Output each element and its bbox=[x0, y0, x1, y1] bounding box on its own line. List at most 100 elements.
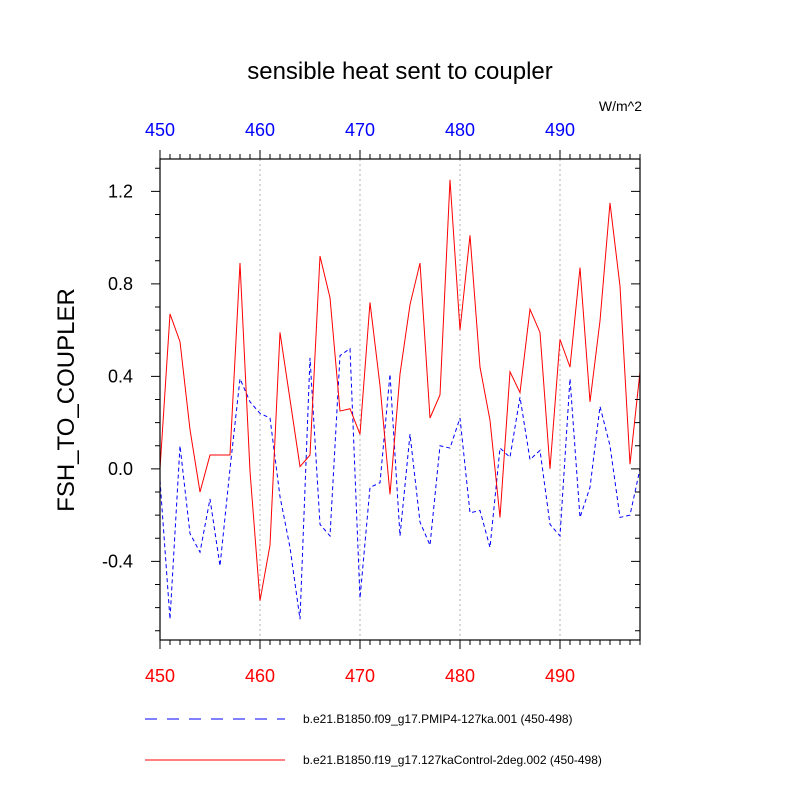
bottom-tick-label-480: 480 bbox=[445, 666, 475, 686]
series-2-point-484 bbox=[498, 516, 501, 519]
series-1-point-486 bbox=[518, 396, 521, 399]
series-2-point-462 bbox=[278, 331, 281, 334]
series-2-point-454 bbox=[198, 490, 201, 493]
series-2-point-459 bbox=[248, 470, 251, 473]
series-2-point-455 bbox=[208, 453, 211, 456]
series-1-point-452 bbox=[178, 444, 181, 447]
y-tick-label-4: -0.4 bbox=[102, 551, 133, 571]
series-2-point-453 bbox=[188, 428, 191, 431]
series-1-point-475 bbox=[408, 433, 411, 436]
series-2-point-478 bbox=[438, 393, 441, 396]
series-2-point-472 bbox=[378, 384, 381, 387]
series-1-point-473 bbox=[388, 372, 391, 375]
series-2-point-460 bbox=[258, 599, 261, 602]
series-1-point-490 bbox=[558, 534, 561, 537]
series-1-point-478 bbox=[438, 444, 441, 447]
series-1-point-462 bbox=[278, 495, 281, 498]
series-1-point-488 bbox=[538, 449, 541, 452]
series-1-point-477 bbox=[428, 544, 431, 547]
series-1-point-465 bbox=[308, 356, 311, 359]
series-1-point-481 bbox=[468, 511, 471, 514]
series-2-point-468 bbox=[338, 409, 341, 412]
series-1-point-492 bbox=[578, 516, 581, 519]
series-2-point-465 bbox=[308, 453, 311, 456]
series-2-point-475 bbox=[408, 303, 411, 306]
top-tick-label-450: 450 bbox=[145, 120, 175, 140]
series-2-point-488 bbox=[538, 331, 541, 334]
series-2-point-473 bbox=[388, 493, 391, 496]
series-2-point-461 bbox=[268, 544, 271, 547]
series-1-point-453 bbox=[188, 532, 191, 535]
series-1-point-482 bbox=[478, 509, 481, 512]
series-1-point-458 bbox=[238, 377, 241, 380]
series-2-point-469 bbox=[348, 407, 351, 410]
series-2-point-457 bbox=[228, 453, 231, 456]
series-2-point-497 bbox=[628, 463, 631, 466]
series-1-point-459 bbox=[248, 400, 251, 403]
series-1-point-497 bbox=[628, 514, 631, 517]
series-1-point-483 bbox=[488, 546, 491, 549]
series-2-point-481 bbox=[468, 234, 471, 237]
axes-ticks: 450 450 460 460 470 470 480 480 490 490 1.2 0.8 0.4 0… bbox=[102, 120, 641, 686]
bottom-tick-label-490: 490 bbox=[545, 666, 575, 686]
series-2-point-491 bbox=[568, 366, 571, 369]
series-2-point-477 bbox=[428, 416, 431, 419]
series-2-point-480 bbox=[458, 329, 461, 332]
series-1-point-455 bbox=[208, 497, 211, 500]
series-2-point-494 bbox=[598, 319, 601, 322]
top-tick-label-460: 460 bbox=[245, 120, 275, 140]
series-2-point-458 bbox=[238, 261, 241, 264]
series-2-point-486 bbox=[518, 391, 521, 394]
legend-label-1: b.e21.B1850.f09_g17.PMIP4-127ka.001 (450… bbox=[303, 712, 573, 726]
y-axis-label: FSH_TO_COUPLER bbox=[53, 288, 80, 512]
series-2-point-483 bbox=[488, 419, 491, 422]
series-2-point-474 bbox=[398, 372, 401, 375]
series-2-point-485 bbox=[508, 370, 511, 373]
series-1-point-467 bbox=[328, 534, 331, 537]
series-1-point-479 bbox=[448, 446, 451, 449]
series-1-point-489 bbox=[548, 523, 551, 526]
series-2-point-470 bbox=[358, 433, 361, 436]
series-layer bbox=[159, 178, 641, 621]
series-1-point-460 bbox=[258, 412, 261, 415]
series-1-point-495 bbox=[608, 444, 611, 447]
vertical-gridlines bbox=[259, 159, 561, 640]
y-tick-label-0: 1.2 bbox=[108, 181, 133, 201]
series-2-point-467 bbox=[328, 296, 331, 299]
series-1-point-470 bbox=[358, 597, 361, 600]
series-1-point-494 bbox=[598, 405, 601, 408]
series-1-point-471 bbox=[368, 486, 371, 489]
bottom-tick-label-470: 470 bbox=[345, 666, 375, 686]
series-1-point-474 bbox=[398, 534, 401, 537]
top-tick-label-490: 490 bbox=[545, 120, 575, 140]
series-1-point-487 bbox=[528, 458, 531, 461]
series-1-point-454 bbox=[198, 551, 201, 554]
legend: b.e21.B1850.f09_g17.PMIP4-127ka.001 (450… bbox=[145, 712, 602, 767]
chart-title: sensible heat sent to coupler bbox=[247, 58, 553, 85]
series-2-point-496 bbox=[618, 285, 621, 288]
series-1-point-496 bbox=[618, 516, 621, 519]
series-2-point-452 bbox=[178, 340, 181, 343]
series-2-point-463 bbox=[288, 398, 291, 401]
series-1-point-461 bbox=[268, 416, 271, 419]
series-2-point-487 bbox=[528, 308, 531, 311]
series-1-point-469 bbox=[348, 347, 351, 350]
series-1-point-485 bbox=[508, 456, 511, 459]
series-1-point-484 bbox=[498, 446, 501, 449]
plot-frame bbox=[159, 158, 641, 641]
series-1-point-476 bbox=[418, 520, 421, 523]
top-tick-label-470: 470 bbox=[345, 120, 375, 140]
series-2-point-451 bbox=[168, 312, 171, 315]
series-1-point-466 bbox=[318, 523, 321, 526]
series-1-point-491 bbox=[568, 377, 571, 380]
series-2-point-476 bbox=[418, 261, 421, 264]
series-2-point-482 bbox=[478, 366, 481, 369]
series-2-point-492 bbox=[578, 266, 581, 269]
series-1-point-468 bbox=[338, 354, 341, 357]
series-2-point-456 bbox=[218, 453, 221, 456]
series-2-point-490 bbox=[558, 338, 561, 341]
y-tick-label-1: 0.8 bbox=[108, 274, 133, 294]
bottom-tick-label-460: 460 bbox=[245, 666, 275, 686]
series-2-point-479 bbox=[448, 178, 451, 181]
series-1-point-451 bbox=[168, 618, 171, 621]
